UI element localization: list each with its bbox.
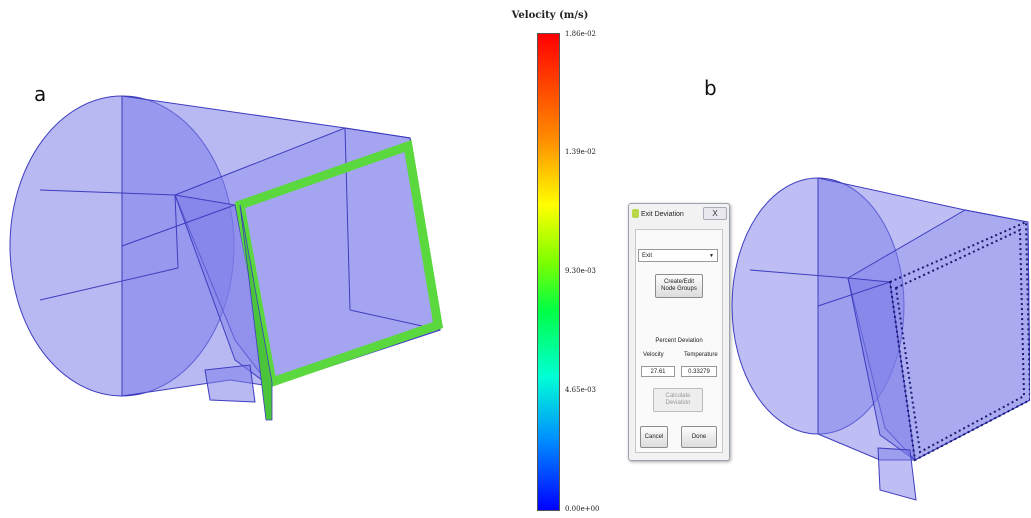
node-group-outline (888, 220, 1030, 462)
colorbar-title: Velocity (m/s) (511, 10, 589, 21)
duct-model-b[interactable] (730, 160, 1030, 510)
percent-deviation-label: Percent Deviation (655, 338, 703, 344)
exit-deviation-dialog: Exit Deviation X Exit ▼ Create/Edit Node… (628, 203, 730, 461)
velocity-column-label: Velocity (643, 352, 664, 358)
colorbar-tick: 9.30e-03 (565, 267, 597, 275)
colorbar-tick: 0.00e+00 (565, 505, 600, 513)
chevron-down-icon: ▼ (709, 253, 714, 259)
exit-select[interactable]: Exit ▼ (638, 249, 718, 262)
colorbar-tick: 1.86e-02 (565, 30, 597, 38)
app-logo-icon (632, 209, 639, 218)
calculate-deviation-button[interactable]: Calculate Deviation (653, 388, 703, 412)
dialog-body (635, 229, 723, 453)
duct-model-a[interactable] (0, 0, 520, 518)
temperature-column-label: Temperature (684, 352, 718, 358)
done-button[interactable]: Done (681, 426, 717, 448)
panel-label-a: a (34, 82, 47, 106)
colorbar-tick: 4.65e-03 (565, 386, 597, 394)
dialog-title: Exit Deviation (641, 211, 684, 218)
duct-body-b (731, 177, 1030, 501)
panel-label-b: b (704, 76, 717, 100)
close-button[interactable]: X (703, 207, 727, 220)
temperature-deviation-field[interactable]: 0.33279 (681, 366, 717, 377)
exit-select-value: Exit (642, 253, 653, 259)
cancel-button[interactable]: Cancel (640, 426, 668, 448)
colorbar-tick: 1.39e-02 (565, 148, 597, 156)
velocity-deviation-field[interactable]: 27.61 (641, 366, 675, 377)
duct-body-a (9, 95, 441, 403)
create-node-groups-button[interactable]: Create/Edit Node Groups (655, 274, 703, 298)
velocity-colorbar (537, 33, 560, 511)
